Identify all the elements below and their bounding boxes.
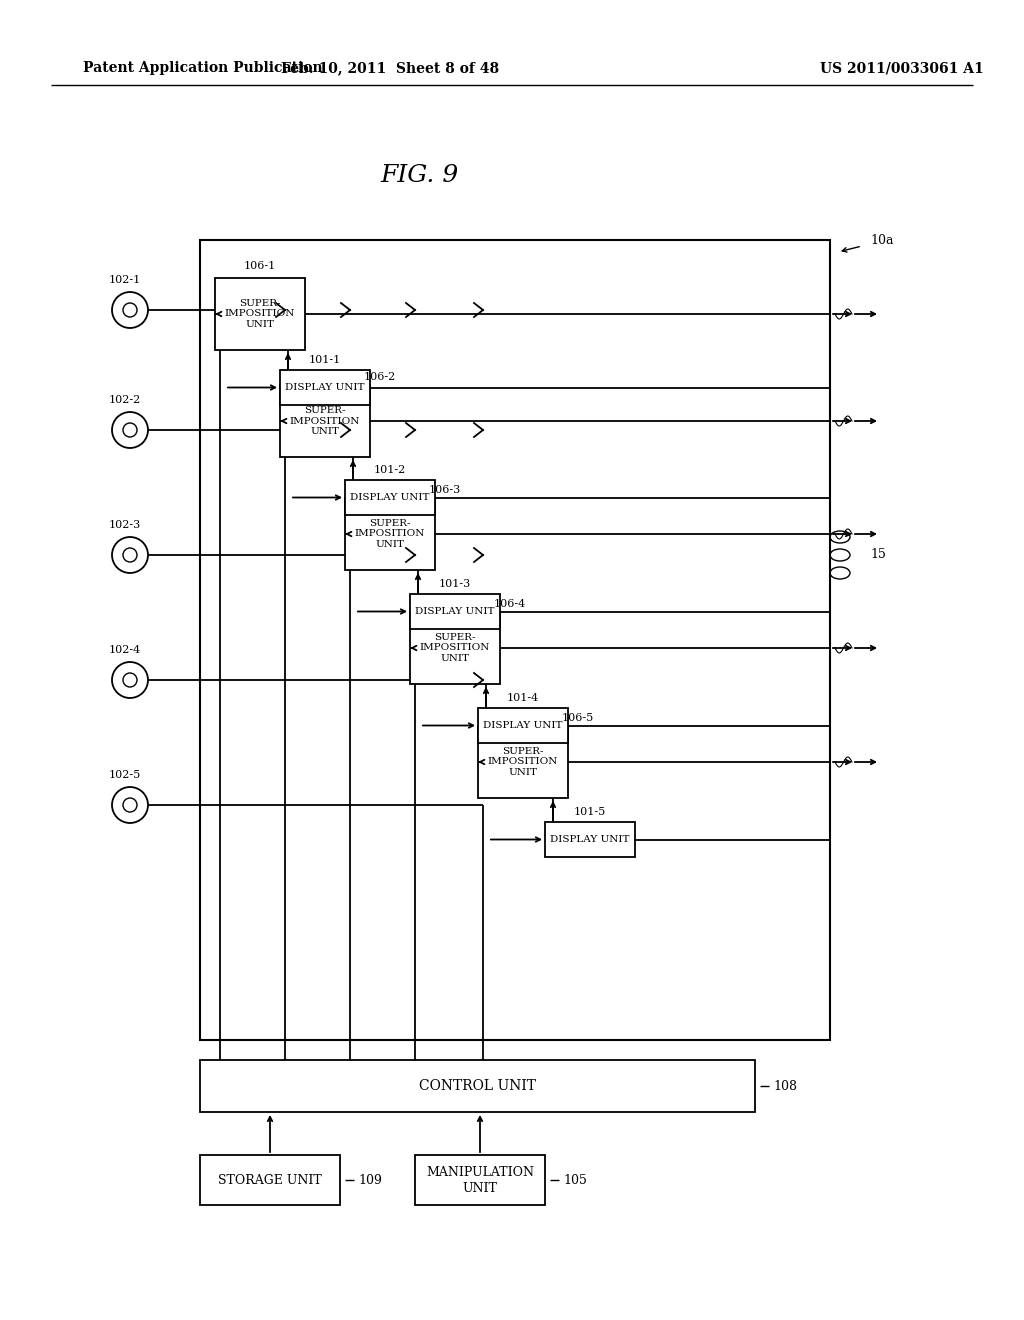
Bar <box>545 822 635 857</box>
Text: 106-2: 106-2 <box>364 372 396 381</box>
Text: SUPER-
IMPOSITION
UNIT: SUPER- IMPOSITION UNIT <box>225 300 295 329</box>
Text: 101-1: 101-1 <box>309 355 341 366</box>
Text: STORAGE UNIT: STORAGE UNIT <box>218 1173 322 1187</box>
Text: SUPER-
IMPOSITION
UNIT: SUPER- IMPOSITION UNIT <box>290 407 360 436</box>
Text: 101-5: 101-5 <box>573 807 606 817</box>
Text: 15: 15 <box>870 549 886 561</box>
Text: 105: 105 <box>563 1173 587 1187</box>
Text: 106-4: 106-4 <box>494 599 526 609</box>
Text: SUPER-
IMPOSITION
UNIT: SUPER- IMPOSITION UNIT <box>487 747 558 777</box>
Text: 109: 109 <box>358 1173 382 1187</box>
Bar <box>215 279 305 350</box>
Text: Feb. 10, 2011  Sheet 8 of 48: Feb. 10, 2011 Sheet 8 of 48 <box>281 61 499 75</box>
Text: 106-1: 106-1 <box>244 261 276 271</box>
Text: DISPLAY UNIT: DISPLAY UNIT <box>416 607 495 616</box>
Text: SUPER-
IMPOSITION
UNIT: SUPER- IMPOSITION UNIT <box>354 519 425 549</box>
Text: 102-1: 102-1 <box>109 275 141 285</box>
Bar <box>200 1155 340 1205</box>
Text: 10a: 10a <box>870 234 894 247</box>
Text: 102-2: 102-2 <box>109 395 141 405</box>
Text: DISPLAY UNIT: DISPLAY UNIT <box>350 492 430 502</box>
Text: 106-5: 106-5 <box>562 713 594 723</box>
Text: Patent Application Publication: Patent Application Publication <box>83 61 323 75</box>
Bar <box>345 480 435 515</box>
Text: MANIPULATION: MANIPULATION <box>426 1167 534 1180</box>
Bar <box>200 1060 755 1111</box>
Bar <box>478 708 568 743</box>
Text: US 2011/0033061 A1: US 2011/0033061 A1 <box>820 61 984 75</box>
Text: 102-5: 102-5 <box>109 770 141 780</box>
Bar <box>280 385 370 457</box>
Text: 101-2: 101-2 <box>374 465 407 475</box>
Text: DISPLAY UNIT: DISPLAY UNIT <box>286 383 365 392</box>
Text: DISPLAY UNIT: DISPLAY UNIT <box>483 721 563 730</box>
Text: CONTROL UNIT: CONTROL UNIT <box>419 1078 536 1093</box>
Bar <box>200 240 830 1040</box>
Bar <box>415 1155 545 1205</box>
Text: UNIT: UNIT <box>463 1183 498 1196</box>
Text: FIG. 9: FIG. 9 <box>381 164 459 186</box>
Text: DISPLAY UNIT: DISPLAY UNIT <box>550 836 630 843</box>
Text: 102-4: 102-4 <box>109 645 141 655</box>
Text: 108: 108 <box>773 1080 797 1093</box>
Text: SUPER-
IMPOSITION
UNIT: SUPER- IMPOSITION UNIT <box>420 634 490 663</box>
Bar <box>345 498 435 570</box>
Bar <box>478 726 568 799</box>
Bar <box>410 612 500 684</box>
Text: 102-3: 102-3 <box>109 520 141 531</box>
Text: 101-3: 101-3 <box>439 579 471 589</box>
Text: 101-4: 101-4 <box>507 693 539 704</box>
Bar <box>410 594 500 630</box>
Bar <box>280 370 370 405</box>
Text: 106-3: 106-3 <box>429 484 461 495</box>
